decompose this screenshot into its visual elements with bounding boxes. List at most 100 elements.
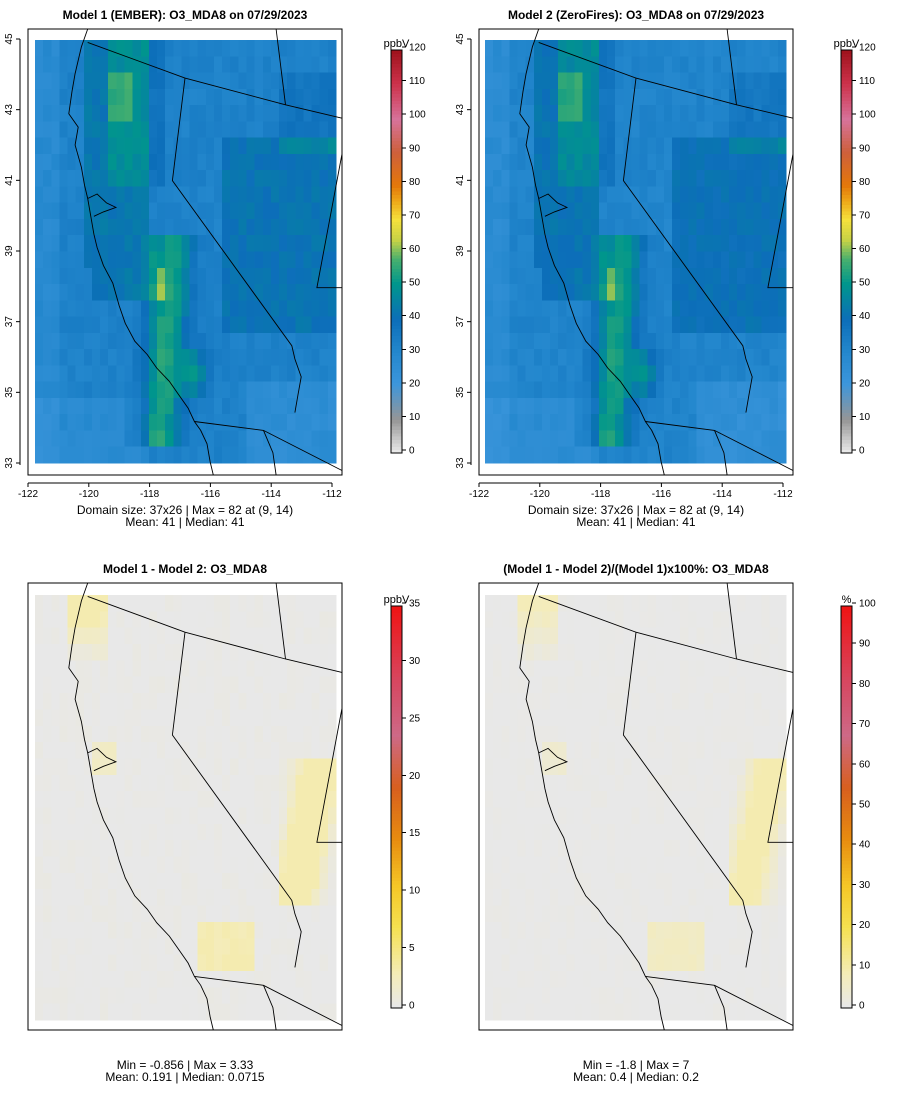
heatmap-cell [509,105,518,122]
heatmap-cell [558,921,567,939]
heatmap-cell [59,595,68,612]
heatmap-cell [83,693,93,710]
heatmap-cell [777,627,787,645]
colorbar-segment [391,305,402,310]
colorbar-segment [391,281,402,286]
colorbar-segment [841,693,852,697]
heatmap-cell [279,121,288,139]
heatmap-cell [680,758,689,776]
heatmap-cell [769,267,779,285]
heatmap-cell [43,970,52,988]
colorbar-segment [841,298,852,303]
heatmap-cell [173,987,182,1005]
heatmap-cell [51,938,60,956]
heatmap-cell [663,872,673,890]
heatmap-cell [672,627,681,645]
heatmap-cell [148,40,158,57]
colorbar-segment [841,639,852,644]
heatmap-cell [761,791,771,808]
heatmap-cell [753,332,762,350]
heatmap-cell [696,921,706,939]
heatmap-cell [189,40,199,57]
heatmap-cell [582,1003,592,1021]
colorbar-tick-label: 40 [409,311,421,322]
heatmap-cell [165,349,174,366]
heatmap-cell [720,921,730,939]
colorbar-segment [841,355,852,360]
heatmap-cell [254,430,264,448]
heatmap-cell [761,987,771,1005]
heatmap-cell [205,121,215,139]
colorbar-segment [841,920,852,925]
heatmap-cell [213,218,223,236]
heatmap-cell [116,430,125,448]
heatmap-cell [607,987,616,1005]
heatmap-cell [615,954,624,972]
heatmap-cell [205,414,215,431]
coastline [519,28,665,476]
heatmap-cell [761,693,771,710]
heatmap-cell [173,709,182,727]
heatmap-cell [51,446,60,464]
heatmap-cell [647,791,657,808]
heatmap-cell [745,316,754,334]
heatmap-cell [737,170,746,187]
heatmap-cell [75,611,85,629]
colorbar-segment [391,63,402,68]
colorbar-segment [841,756,852,761]
colorbar-segment [841,405,852,410]
heatmap-cell [238,235,247,252]
heatmap-cell [270,186,280,204]
heatmap-cell [43,872,52,890]
heatmap-cell [493,774,502,792]
heatmap-cell [75,938,85,956]
heatmap-cell [598,349,608,366]
heatmap-cell [35,137,44,155]
heatmap-cell [91,365,101,383]
colorbar-segment [391,258,402,263]
heatmap-cell [704,742,714,759]
heatmap-cell [753,954,762,972]
heatmap-cell [533,595,543,612]
heatmap-cell [205,56,215,73]
colorbar-segment [841,389,852,394]
heatmap-cell [173,954,182,972]
heatmap-cell [59,105,68,122]
heatmap-cell [501,758,510,776]
heatmap-cell [287,611,296,629]
stats-line-1: Domain size: 37x26 | Max = 82 at (9, 14) [77,503,293,517]
heatmap-cell [566,40,575,57]
heatmap-cell [525,644,535,661]
heatmap-cell [639,970,649,988]
heatmap-cell [246,791,256,808]
heatmap-cell [769,905,779,923]
heatmap-cell [157,742,166,759]
heatmap-cell [287,987,296,1005]
heatmap-cell [720,595,730,612]
heatmap-cell [157,970,166,988]
heatmap-cell [43,774,52,792]
colorbar-segment [841,224,852,229]
colorbar-segment [841,967,852,972]
heatmap-cell [108,137,117,155]
heatmap-cell [558,267,567,285]
heatmap-cell [517,954,527,972]
heatmap-cell [680,397,689,415]
heatmap-cell [533,381,543,399]
colorbar-segment [841,362,852,367]
heatmap-cell [769,644,779,661]
colorbar-segment [841,399,852,404]
heatmap-cell [270,611,280,629]
heatmap-cell [140,349,150,366]
heatmap-cell [541,644,551,661]
heatmap-cell [615,267,624,285]
heatmap-cell [165,709,174,727]
heatmap-cell [623,121,632,139]
heatmap-cell [213,725,223,743]
heatmap-cell [295,872,304,890]
heatmap-cell [541,397,551,415]
heatmap-cell [590,987,600,1005]
heatmap-cell [116,202,125,220]
heatmap-cell [124,105,134,122]
